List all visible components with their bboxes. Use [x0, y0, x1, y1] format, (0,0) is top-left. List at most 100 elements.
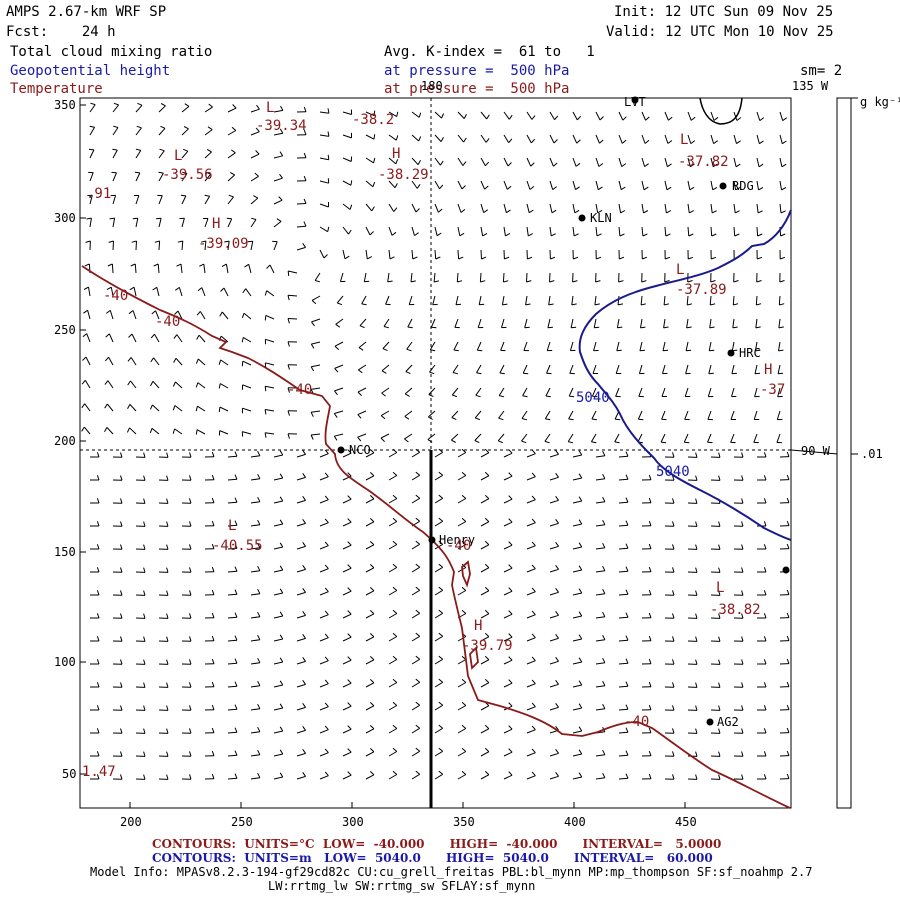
wind-barb [545, 387, 551, 397]
wind-barb [107, 380, 114, 389]
y-axis-ticks [80, 104, 86, 775]
wind-barb-feather [578, 565, 583, 571]
wind-barb [388, 452, 398, 458]
wind-barb-feather [107, 263, 113, 267]
wind-barb-feather [661, 441, 667, 444]
wind-barb-feather [120, 774, 123, 780]
wind-barb-feather [763, 452, 767, 458]
wind-barb [250, 547, 260, 550]
wind-barb-feather [211, 543, 215, 549]
wind-barb [549, 203, 553, 213]
wind-barb [526, 134, 532, 144]
wind-barb-feather [392, 517, 398, 522]
wind-barb [526, 752, 536, 757]
wind-barb [503, 636, 513, 642]
wind-barb [342, 180, 352, 186]
wind-barb-feather [484, 448, 490, 454]
wind-barb-feather [621, 139, 627, 144]
wind-barb-feather [189, 751, 192, 757]
lon-180-label: 180 [421, 79, 443, 93]
wind-barb-feather [407, 326, 413, 329]
wind-barb [526, 522, 536, 527]
wind-barb [365, 774, 375, 780]
wind-barb-feather [417, 160, 421, 165]
wind-barb-feather [156, 217, 162, 220]
wind-barb-feather [643, 210, 649, 214]
wind-barb [593, 318, 597, 328]
wind-barb-feather [672, 567, 675, 573]
wind-barb [204, 240, 207, 251]
wind-barb-feather [358, 369, 363, 374]
wind-barb-feather [105, 333, 110, 338]
field-height-title: Geopotential height [10, 63, 171, 79]
wind-barb-feather [415, 724, 421, 729]
wind-barb [434, 203, 439, 213]
wind-barb-feather [303, 152, 307, 158]
wind-barb-feather [508, 541, 513, 546]
wind-barb-feather [234, 566, 238, 572]
wind-barb [358, 341, 367, 348]
wind-barb-feather [134, 171, 140, 174]
wind-barb-feather [625, 635, 629, 641]
wind-barb-feather [672, 774, 675, 780]
wind-barb [342, 226, 349, 235]
wind-barb [365, 475, 375, 481]
wind-barb [756, 157, 760, 167]
wind-barb-feather [763, 705, 767, 711]
wind-barb [710, 134, 715, 144]
wind-barb [638, 387, 643, 397]
wind-barb [158, 172, 164, 182]
wind-barb [456, 272, 459, 283]
wind-barb-feather [666, 186, 672, 191]
wind-barb-feather [415, 678, 421, 683]
wind-barb-feather [347, 564, 352, 569]
wind-barb-feather [84, 263, 90, 267]
wind-barb-feather [625, 750, 629, 756]
wind-barb [85, 356, 91, 366]
wind-barb [204, 106, 213, 113]
wind-barb [457, 636, 467, 642]
wind-barb-feather [672, 498, 675, 504]
wind-barb-feather [404, 415, 410, 420]
wind-barb-feather [625, 566, 629, 572]
wind-barb-feather [392, 747, 398, 752]
wind-barb [498, 387, 505, 396]
wind-barb-feather [531, 771, 536, 777]
wind-barb [592, 364, 597, 374]
wind-barb [480, 590, 490, 596]
wind-barb-feather [234, 658, 238, 664]
wind-barb-feather [712, 163, 718, 168]
wind-barb-feather [128, 333, 133, 338]
wind-barb-feather [568, 441, 574, 444]
wind-barb-feather [302, 657, 307, 662]
wind-barb-feather [96, 498, 100, 504]
wind-barb [311, 295, 321, 301]
wind-barb [526, 706, 536, 711]
wind-barb-feather [664, 280, 670, 283]
wind-barb-feather [438, 701, 444, 706]
wind-barb-feather [197, 287, 203, 292]
wind-barb-feather [279, 611, 284, 617]
temp-contour-40-blob [461, 560, 471, 588]
wind-barb-feather [572, 280, 578, 283]
wind-barb [595, 685, 605, 688]
wind-barb-feather [324, 587, 329, 593]
wind-barb-feather [531, 518, 536, 524]
wind-barb [227, 547, 238, 550]
wind-barb-feather [373, 157, 376, 164]
wind-barb [89, 104, 96, 113]
wind-barb-feather [323, 254, 328, 259]
wind-barb [385, 295, 390, 305]
wind-barb [227, 524, 238, 527]
wind-barb-feather [625, 727, 629, 733]
wind-barb-feather [438, 655, 444, 660]
wind-barb [89, 149, 95, 159]
wind-barb [478, 295, 482, 305]
wind-barb [181, 106, 190, 113]
wind-barb-feather [106, 286, 112, 291]
wind-barb-feather [256, 104, 260, 110]
wind-barb [501, 318, 505, 328]
wind-barb [110, 287, 114, 297]
temp-value-12: -39.79 [462, 638, 513, 654]
wind-barb-feather [528, 233, 533, 237]
